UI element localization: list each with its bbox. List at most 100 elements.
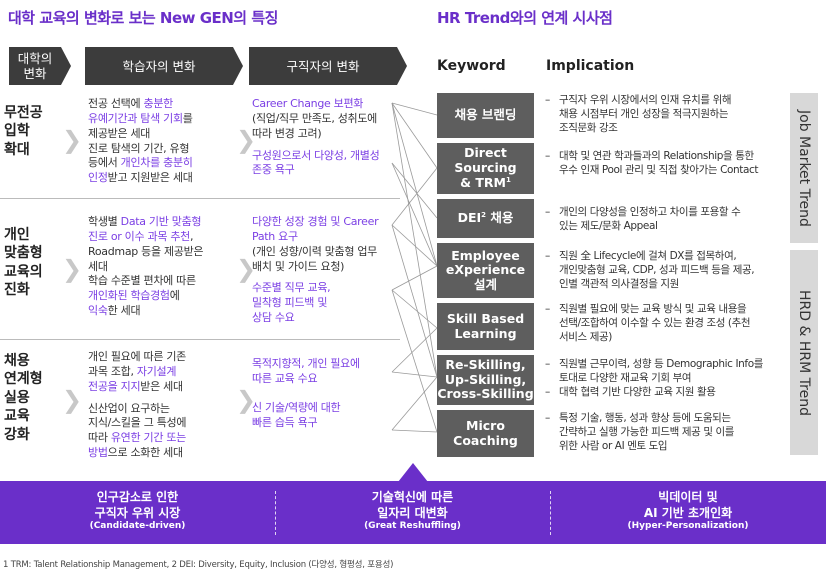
row-label-line: 무전공 bbox=[4, 105, 43, 121]
highlighted-text: 익숙 bbox=[88, 304, 108, 318]
implication-line: 대학 및 연관 학과들과의 Relationship을 통한 bbox=[559, 150, 754, 162]
connector-line bbox=[391, 167, 438, 226]
keyword-direct-sourcing: Direct Sourcing & TRM1 bbox=[437, 143, 534, 194]
text-segment: 으로 소화한 세대 bbox=[107, 446, 183, 460]
implication-line: 간략하고 실행 가능한 피드백 제공 및 이를 bbox=[559, 425, 735, 438]
implication-text: – 직원별 근무이력, 성향 등 Demographic Info를 토대로 다양한… bbox=[545, 358, 785, 400]
text-segment: 를 bbox=[182, 111, 193, 125]
implication-bullet: – 직원별 필요에 맞는 교육 방식 및 교육 내용을 선택/조합하여 이수할 수 … bbox=[545, 303, 785, 345]
text-line: 인정받고 지원받은 세대 bbox=[88, 171, 193, 186]
text-segment: Roadmap 등을 제공받은 bbox=[88, 244, 204, 258]
footnote-marker: 2 bbox=[481, 211, 487, 220]
bullet-dash: – bbox=[545, 412, 550, 424]
connector-line bbox=[391, 265, 438, 291]
band-text: 일자리 대변화 bbox=[377, 506, 448, 521]
text-segment: 배치 및 가이드 요청) bbox=[252, 259, 345, 273]
header-arrow bbox=[61, 47, 71, 85]
implication-header: Implication bbox=[546, 58, 635, 74]
text-line: 제공받은 세대 bbox=[88, 127, 193, 142]
band-text: 기술혁신에 따른 bbox=[371, 490, 454, 504]
connector-line bbox=[391, 429, 438, 433]
band-item-great-reshuffling: 기술혁신에 따른 일자리 대변화 (Great Reshuffling) bbox=[275, 489, 550, 531]
highlighted-text: 전공을 지지 bbox=[88, 379, 141, 393]
jobseeker-change-text: 다양한 성장 경험 및 Career Path 요구 (개인 성향/이력 맞춤형 업… bbox=[252, 215, 379, 326]
text-line: 익숙한 세대 bbox=[88, 304, 203, 319]
text-line: (개인 성향/이력 맞춤형 업무 bbox=[252, 245, 378, 260]
connector-line bbox=[391, 289, 438, 329]
highlighted-text: 진로 or 이수 과목 추천 bbox=[88, 229, 190, 243]
implication-line: 있는 제도/문화 Appeal bbox=[559, 219, 658, 232]
implication-line: 개인의 다양성을 인정하고 차이를 포용할 수 bbox=[559, 206, 741, 218]
text-segment: 에 bbox=[169, 289, 180, 303]
row-label-line: 채용 bbox=[4, 353, 30, 369]
keyword-reskilling: Re-Skilling, Up-Skilling, Cross-Skilling bbox=[437, 355, 534, 405]
university-header-line: 대학의 bbox=[17, 51, 53, 66]
band-text: 인구감소로 인한 bbox=[96, 490, 179, 504]
band-text: 구직자 우위 시장 bbox=[94, 506, 181, 521]
implication-text: – 개인의 다양성을 인정하고 차이를 포용할 수 있는 제도/문화 Appeal bbox=[545, 206, 785, 234]
left-title: 대학 교육의 변화로 보는 New GEN의 특징 bbox=[8, 9, 278, 27]
jobseeker-change-text: Career Change 보편화 (직업/직무 만족도, 성취도에 따라 변경 고… bbox=[252, 97, 380, 178]
keyword-label: Re-Skilling, bbox=[445, 357, 526, 373]
implication-line: 대학 협력 기반 다양한 교육 지원 활용 bbox=[559, 385, 716, 398]
highlighted-text: 개인화된 학습경험 bbox=[88, 289, 170, 303]
text-line: Career Change 보편화 bbox=[252, 97, 379, 112]
footnote: 1 TRM: Talent Relationship Management, 2… bbox=[3, 560, 394, 570]
keyword-skill-based-learning: Skill Based Learning bbox=[437, 303, 534, 350]
highlighted-text: 신 기술/역량에 대한 bbox=[252, 400, 341, 414]
text-line: 과목 조합, 자기설계 bbox=[88, 365, 186, 380]
text-line: 지식/스킬을 그 특성에 bbox=[88, 416, 186, 431]
text-line: 목적지향적, 개인 필요에 bbox=[252, 357, 360, 372]
highlighted-text: Data 기반 맞춤형 bbox=[120, 215, 202, 228]
text-segment: 등에서 bbox=[88, 156, 121, 170]
implication-line: 토대로 다양한 재교육 기회 부여 bbox=[559, 371, 692, 384]
keyword-label: Up-Skilling, bbox=[444, 371, 527, 387]
text-segment: 따라 변경 고려) bbox=[252, 126, 322, 140]
keyword-label: 채용 브랜딩 bbox=[454, 107, 517, 123]
implication-bullet: – 대학 및 연관 학과들과의 Relationship을 통한 우수 인재 Poo… bbox=[545, 150, 785, 178]
text-line: Roadmap 등을 제공받은 bbox=[88, 244, 204, 260]
connector-line bbox=[391, 376, 438, 431]
text-segment: 진로 탐색의 기간, 유형 bbox=[88, 141, 190, 155]
text-line: 존중 욕구 bbox=[252, 163, 379, 178]
learner-header-label: 학습자의 변화 bbox=[122, 58, 196, 74]
connector-line bbox=[391, 289, 438, 433]
connector-line bbox=[391, 327, 438, 373]
implication-bullet: – 직원별 근무이력, 성향 등 Demographic Info를 토대로 다양한… bbox=[545, 358, 785, 386]
band-pointer-shape bbox=[398, 463, 428, 482]
text-line: 따른 교육 수요 bbox=[252, 372, 360, 387]
hrd-hrm-trend-label: HRD & HRM Trend bbox=[790, 250, 818, 455]
jobseeker-header-label: 구직자의 변화 bbox=[286, 58, 360, 74]
text-line: 구성원으로서 다양성, 개별성 bbox=[252, 149, 380, 164]
band-subtext: (Hyper-Personalization) bbox=[627, 521, 749, 532]
text-segment: 받은 세대 bbox=[140, 379, 183, 393]
highlighted-text: 상담 수요 bbox=[252, 311, 295, 325]
keyword-label: Coaching bbox=[453, 432, 518, 448]
right-title: HR Trend와의 연계 시사점 bbox=[437, 9, 613, 27]
learner-change-text: 개인 필요에 따른 기존 과목 조합, 자기설계 전공을 지지받은 세대 신산업이 … bbox=[88, 350, 186, 461]
row-label-line: 교육 bbox=[4, 408, 30, 425]
header-arrow bbox=[233, 47, 243, 85]
connector-line bbox=[391, 371, 438, 378]
keyword-label: Skill Based bbox=[446, 310, 525, 326]
row-label-line: 입학 bbox=[4, 123, 30, 140]
highlighted-text: 유예기간과 탐색 기회 bbox=[88, 111, 183, 125]
implication-line: 직원별 근무이력, 성향 등 Demographic Info를 bbox=[559, 358, 763, 370]
text-segment: 학습 수준별 편차에 따른 bbox=[88, 274, 196, 288]
highlighted-text: 존중 욕구 bbox=[252, 163, 295, 177]
text-line: 따라 변경 고려) bbox=[252, 127, 379, 142]
text-segment: 제공받은 세대 bbox=[88, 126, 151, 140]
row-arrow-icon: ❯ bbox=[62, 126, 83, 154]
footnote-marker: 1 bbox=[505, 175, 511, 184]
row-label-line: 개인 bbox=[4, 227, 30, 243]
bullet-dash: – bbox=[545, 150, 550, 162]
row-divider bbox=[0, 339, 400, 340]
connector-line bbox=[391, 224, 438, 378]
row-label-line: 맞춤형 bbox=[4, 245, 43, 262]
jobseeker-change-header: 구직자의 변화 bbox=[249, 47, 397, 85]
text-line: 빠른 습득 욕구 bbox=[252, 416, 360, 431]
text-line: 배치 및 가이드 요청) bbox=[252, 260, 378, 275]
implication-bullet: – 구직자 우위 시장에서의 인재 유치를 위해 채용 시점부터 개인 성장을 적극… bbox=[545, 94, 785, 136]
implication-bullet: – 개인의 다양성을 인정하고 차이를 포용할 수 있는 제도/문화 Appeal bbox=[545, 206, 785, 234]
